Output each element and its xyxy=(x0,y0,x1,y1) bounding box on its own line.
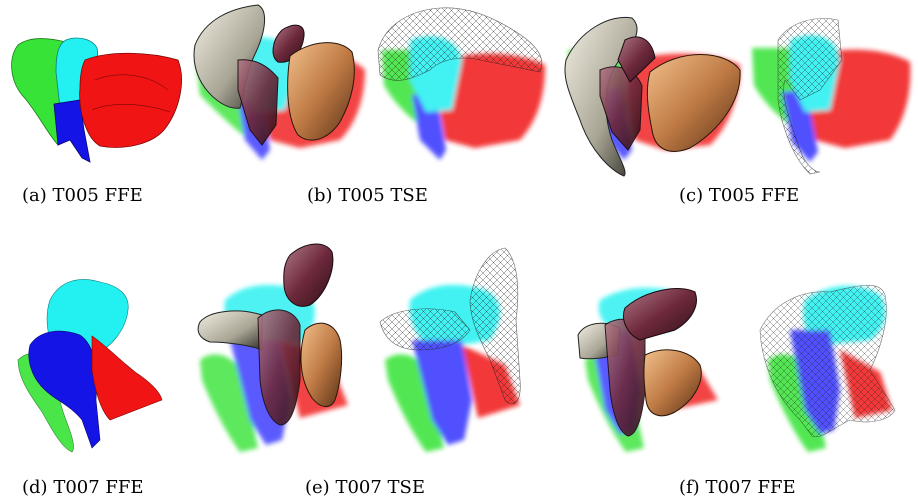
caption-f: (f) T007 FFE xyxy=(679,477,796,498)
caption-e-label: (e) xyxy=(305,477,330,498)
panel-f-surface-render xyxy=(577,287,718,452)
caption-a: (a) T005 FFE xyxy=(22,185,143,206)
caption-c-label: (c) xyxy=(679,185,704,206)
panel-e-surface-render xyxy=(197,243,348,452)
caption-d-text: T007 FFE xyxy=(53,477,144,498)
caption-a-label: (a) xyxy=(22,185,47,206)
caption-e: (e) T007 TSE xyxy=(305,477,425,498)
caption-f-text: T007 FFE xyxy=(705,477,796,498)
caption-f-label: (f) xyxy=(679,477,700,498)
caption-d-label: (d) xyxy=(22,477,48,498)
panel-c-wireframe-render xyxy=(752,18,911,175)
panel-b-surface-render xyxy=(193,4,365,160)
panel-f-wireframe-render xyxy=(759,284,896,452)
panel-b-wireframe-render xyxy=(377,7,545,160)
caption-b-text: T005 TSE xyxy=(338,185,428,206)
caption-b-label: (b) xyxy=(307,185,333,206)
panel-c-surface-render xyxy=(564,16,741,177)
caption-c-text: T005 FFE xyxy=(708,185,800,206)
panel-d-surface-render xyxy=(17,279,163,453)
caption-d: (d) T007 FFE xyxy=(22,477,144,498)
caption-b: (b) T005 TSE xyxy=(307,185,428,206)
caption-a-text: T005 FFE xyxy=(52,185,143,206)
panel-e-wireframe-render xyxy=(379,247,521,452)
caption-e-text: T007 TSE xyxy=(335,477,425,498)
panel-a-surface-render xyxy=(11,37,182,163)
caption-c: (c) T005 FFE xyxy=(679,185,799,206)
